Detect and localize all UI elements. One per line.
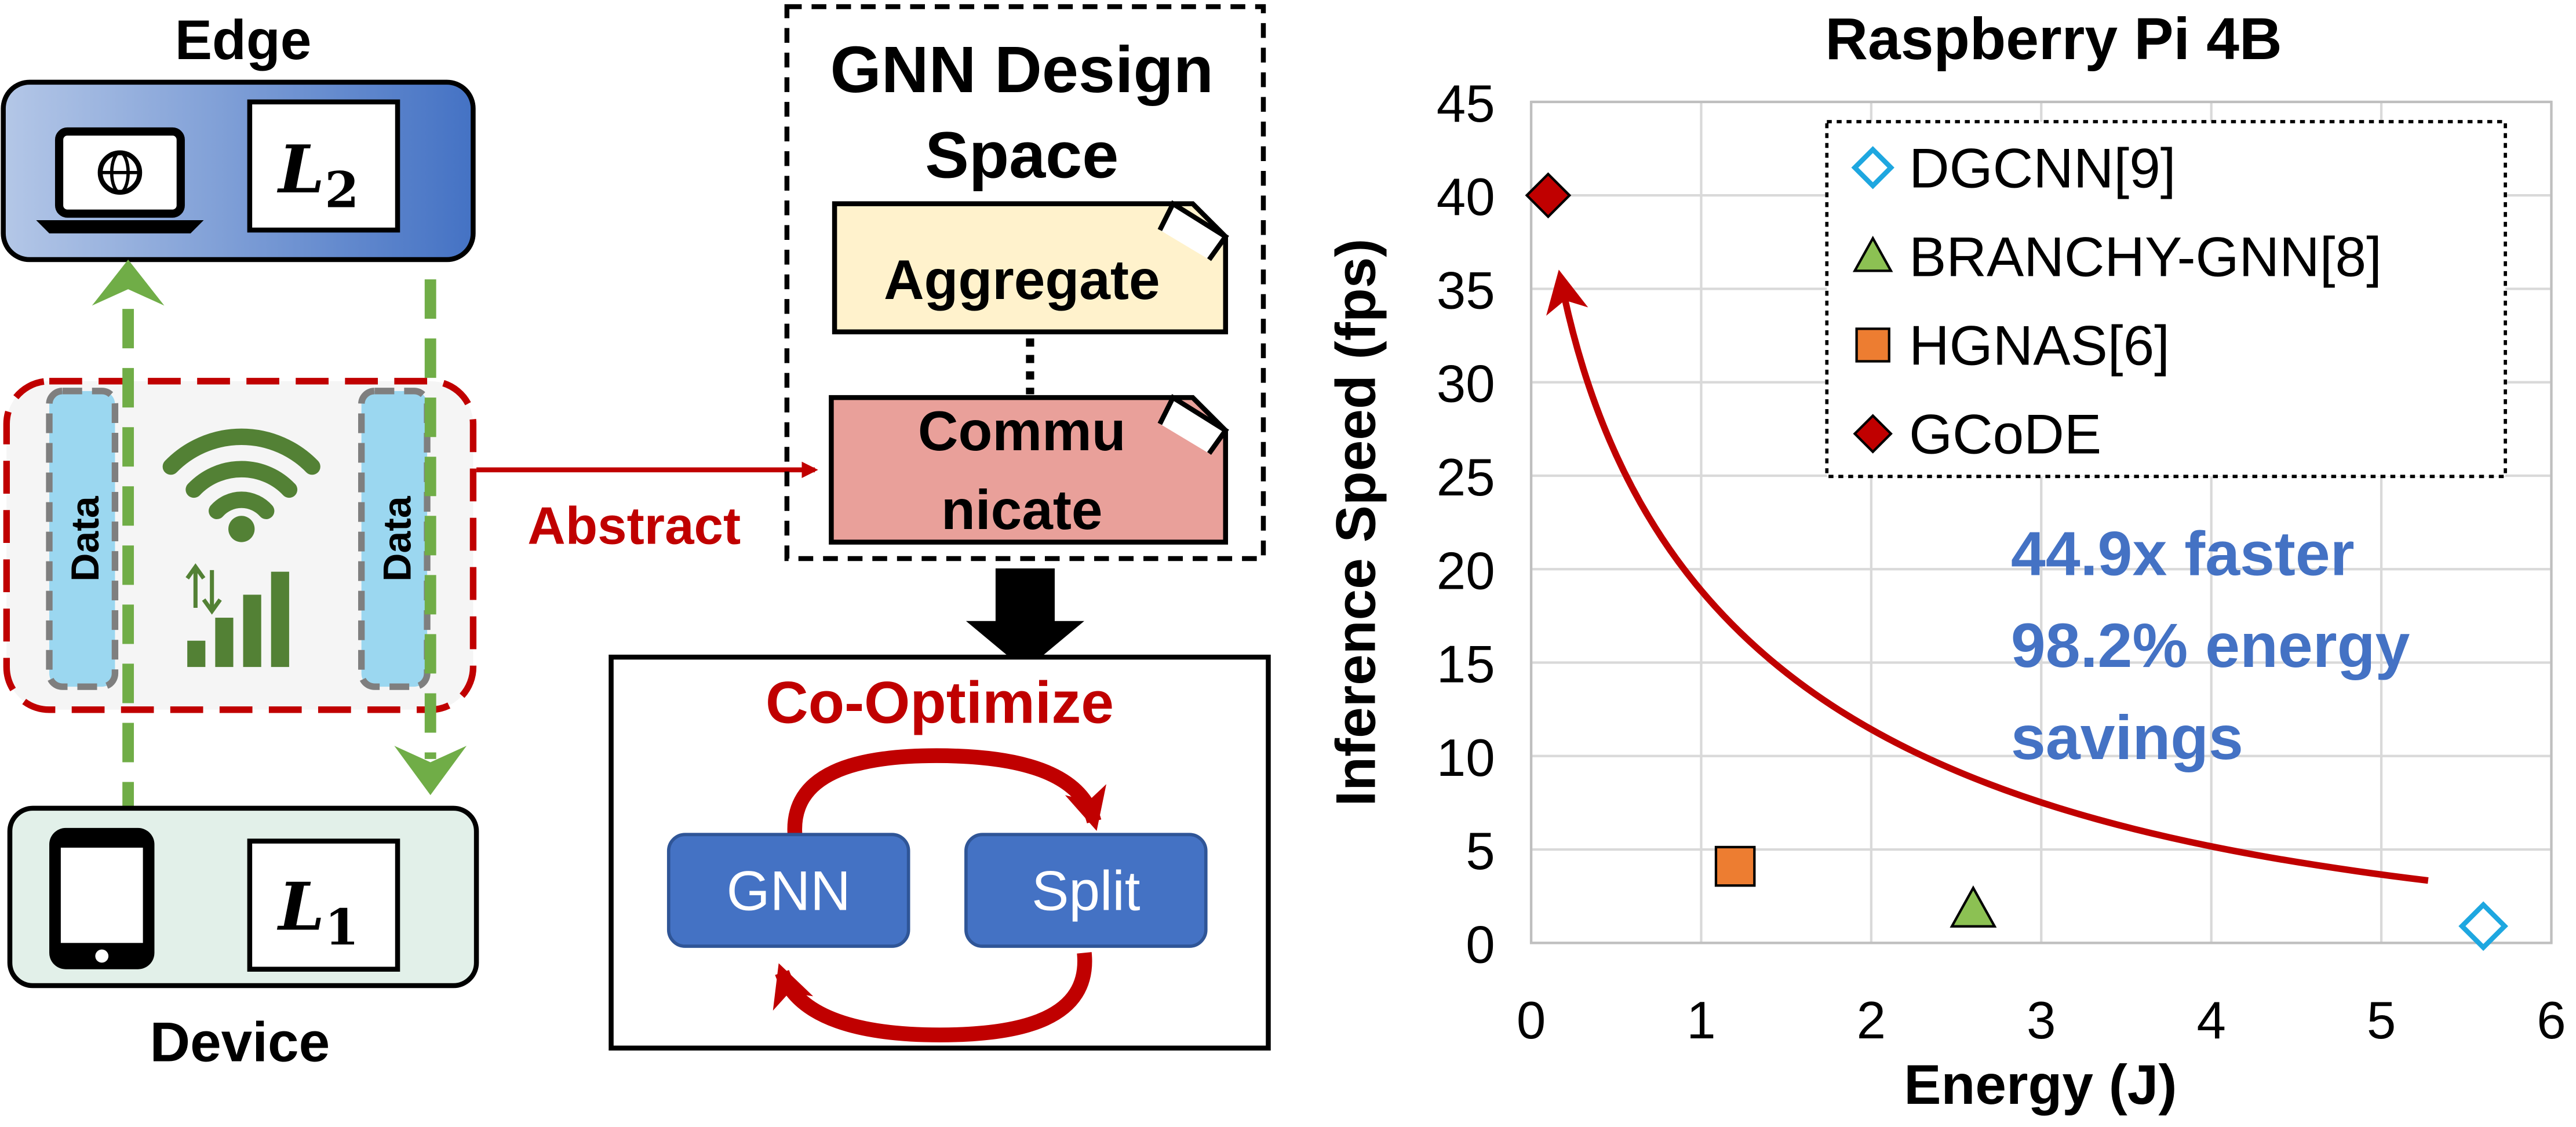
co-optimize-label: Co-Optimize xyxy=(766,669,1114,735)
abstract-label: Abstract xyxy=(527,497,741,555)
y-tick-label: 10 xyxy=(1437,729,1495,787)
legend-marker xyxy=(1855,327,1890,363)
annotation-line3: savings xyxy=(2011,702,2243,772)
y-tick-label: 25 xyxy=(1437,448,1495,507)
data-point-dgcnn-9 xyxy=(2458,901,2508,951)
edge-layer-letter: L xyxy=(277,131,325,208)
data-right-label: Data xyxy=(376,495,420,582)
x-tick-label: 6 xyxy=(2537,991,2566,1050)
x-tick-label: 5 xyxy=(2367,991,2396,1050)
legend-items: DGCNN[9] BRANCHY-GNN[8] HGNAS[6] GCoDE xyxy=(1851,137,2382,466)
design-space-title-line2: Space xyxy=(925,118,1118,192)
y-tick-label: 35 xyxy=(1437,261,1495,320)
data-bar-right: Data xyxy=(358,388,431,690)
x-tick-label: 3 xyxy=(2027,991,2056,1050)
download-arrow xyxy=(394,279,467,796)
upload-arrow xyxy=(92,260,165,822)
y-tick-label: 15 xyxy=(1437,636,1495,694)
y-axis-label: Inference Speed (fps) xyxy=(1325,239,1387,807)
data-bar-left: Data xyxy=(46,388,119,690)
edge-layer-subscript: 2 xyxy=(325,161,359,219)
down-arrow xyxy=(965,568,1084,670)
design-space-title-line1: GNN Design xyxy=(830,33,1214,107)
wifi-icon xyxy=(162,428,320,542)
x-tick-label: 2 xyxy=(1857,991,1886,1050)
device-label: Device xyxy=(150,1011,330,1073)
y-tick-labels: 0 5 10 15 20 25 30 35 40 45 xyxy=(1437,75,1495,974)
plot-area-border xyxy=(1529,100,2553,944)
gnn-label: GNN xyxy=(727,860,851,922)
y-tick-label: 0 xyxy=(1466,916,1495,974)
legend-label: BRANCHY-GNN[8] xyxy=(1909,226,2382,288)
legend-label: HGNAS[6] xyxy=(1909,315,2170,377)
legend-marker xyxy=(1853,414,1893,454)
cycle-arrow-bottom xyxy=(773,952,1092,1042)
legend-marker xyxy=(1851,146,1894,189)
device-layer-subscript: 1 xyxy=(325,899,359,957)
edge-label: Edge xyxy=(175,9,312,71)
phone-icon xyxy=(49,827,155,969)
cycle-arrow-top xyxy=(787,748,1106,839)
legend: DGCNN[9] BRANCHY-GNN[8] HGNAS[6] GCoDE xyxy=(1825,120,2507,479)
data-point-branchy-gnn-8 xyxy=(1950,885,1997,928)
data-left-label: Data xyxy=(63,495,107,582)
signal-bars-icon xyxy=(187,571,289,668)
svg-text:L2: L2 xyxy=(277,131,359,220)
y-tick-label: 45 xyxy=(1437,75,1495,133)
y-tick-label: 5 xyxy=(1466,822,1495,881)
aggregate-card: Aggregate xyxy=(832,200,1229,335)
speedup-annotation: 44.9x faster 98.2% energy savings xyxy=(2011,518,2410,772)
legend-box xyxy=(1825,120,2507,479)
legend-label: GCoDE xyxy=(1909,404,2101,466)
split-label: Split xyxy=(1032,860,1141,922)
x-tick-label: 0 xyxy=(1517,991,1546,1050)
edge-layer-box: L2 xyxy=(247,99,400,233)
data-point-hgnas-6 xyxy=(1714,845,1756,887)
chart-title: Raspberry Pi 4B xyxy=(1825,6,2282,72)
up-down-arrows-icon xyxy=(185,563,222,615)
annotation-line1: 44.9x faster xyxy=(2011,518,2355,588)
gnn-button: GNN xyxy=(666,833,910,948)
y-tick-label: 20 xyxy=(1437,542,1495,600)
data-points xyxy=(1525,172,2508,951)
y-tick-label: 40 xyxy=(1437,168,1495,227)
data-point-gcode xyxy=(1525,172,1572,219)
x-axis-label: Energy (J) xyxy=(1904,1054,2177,1116)
y-tick-label: 30 xyxy=(1437,355,1495,414)
trend-arrow xyxy=(1546,269,2429,884)
svg-text:L1: L1 xyxy=(277,869,359,957)
legend-marker xyxy=(1852,235,1893,272)
laptop-globe-icon xyxy=(36,127,204,234)
communicate-card: Commu nicate xyxy=(829,394,1229,545)
x-tick-labels: 0 1 2 3 4 5 6 xyxy=(1517,991,2566,1050)
split-button: Split xyxy=(964,833,1208,948)
annotation-line2: 98.2% energy xyxy=(2011,610,2410,680)
device-layer-box: L1 xyxy=(247,838,400,972)
x-tick-label: 1 xyxy=(1686,991,1715,1050)
device-layer-letter: L xyxy=(277,869,325,946)
design-space-box xyxy=(784,4,1266,561)
legend-label: DGCNN[9] xyxy=(1909,137,2176,199)
communicate-label-line2: nicate xyxy=(941,479,1103,541)
x-tick-label: 4 xyxy=(2196,991,2225,1050)
aggregate-label: Aggregate xyxy=(884,249,1160,311)
communicate-label-line1: Commu xyxy=(918,400,1126,462)
